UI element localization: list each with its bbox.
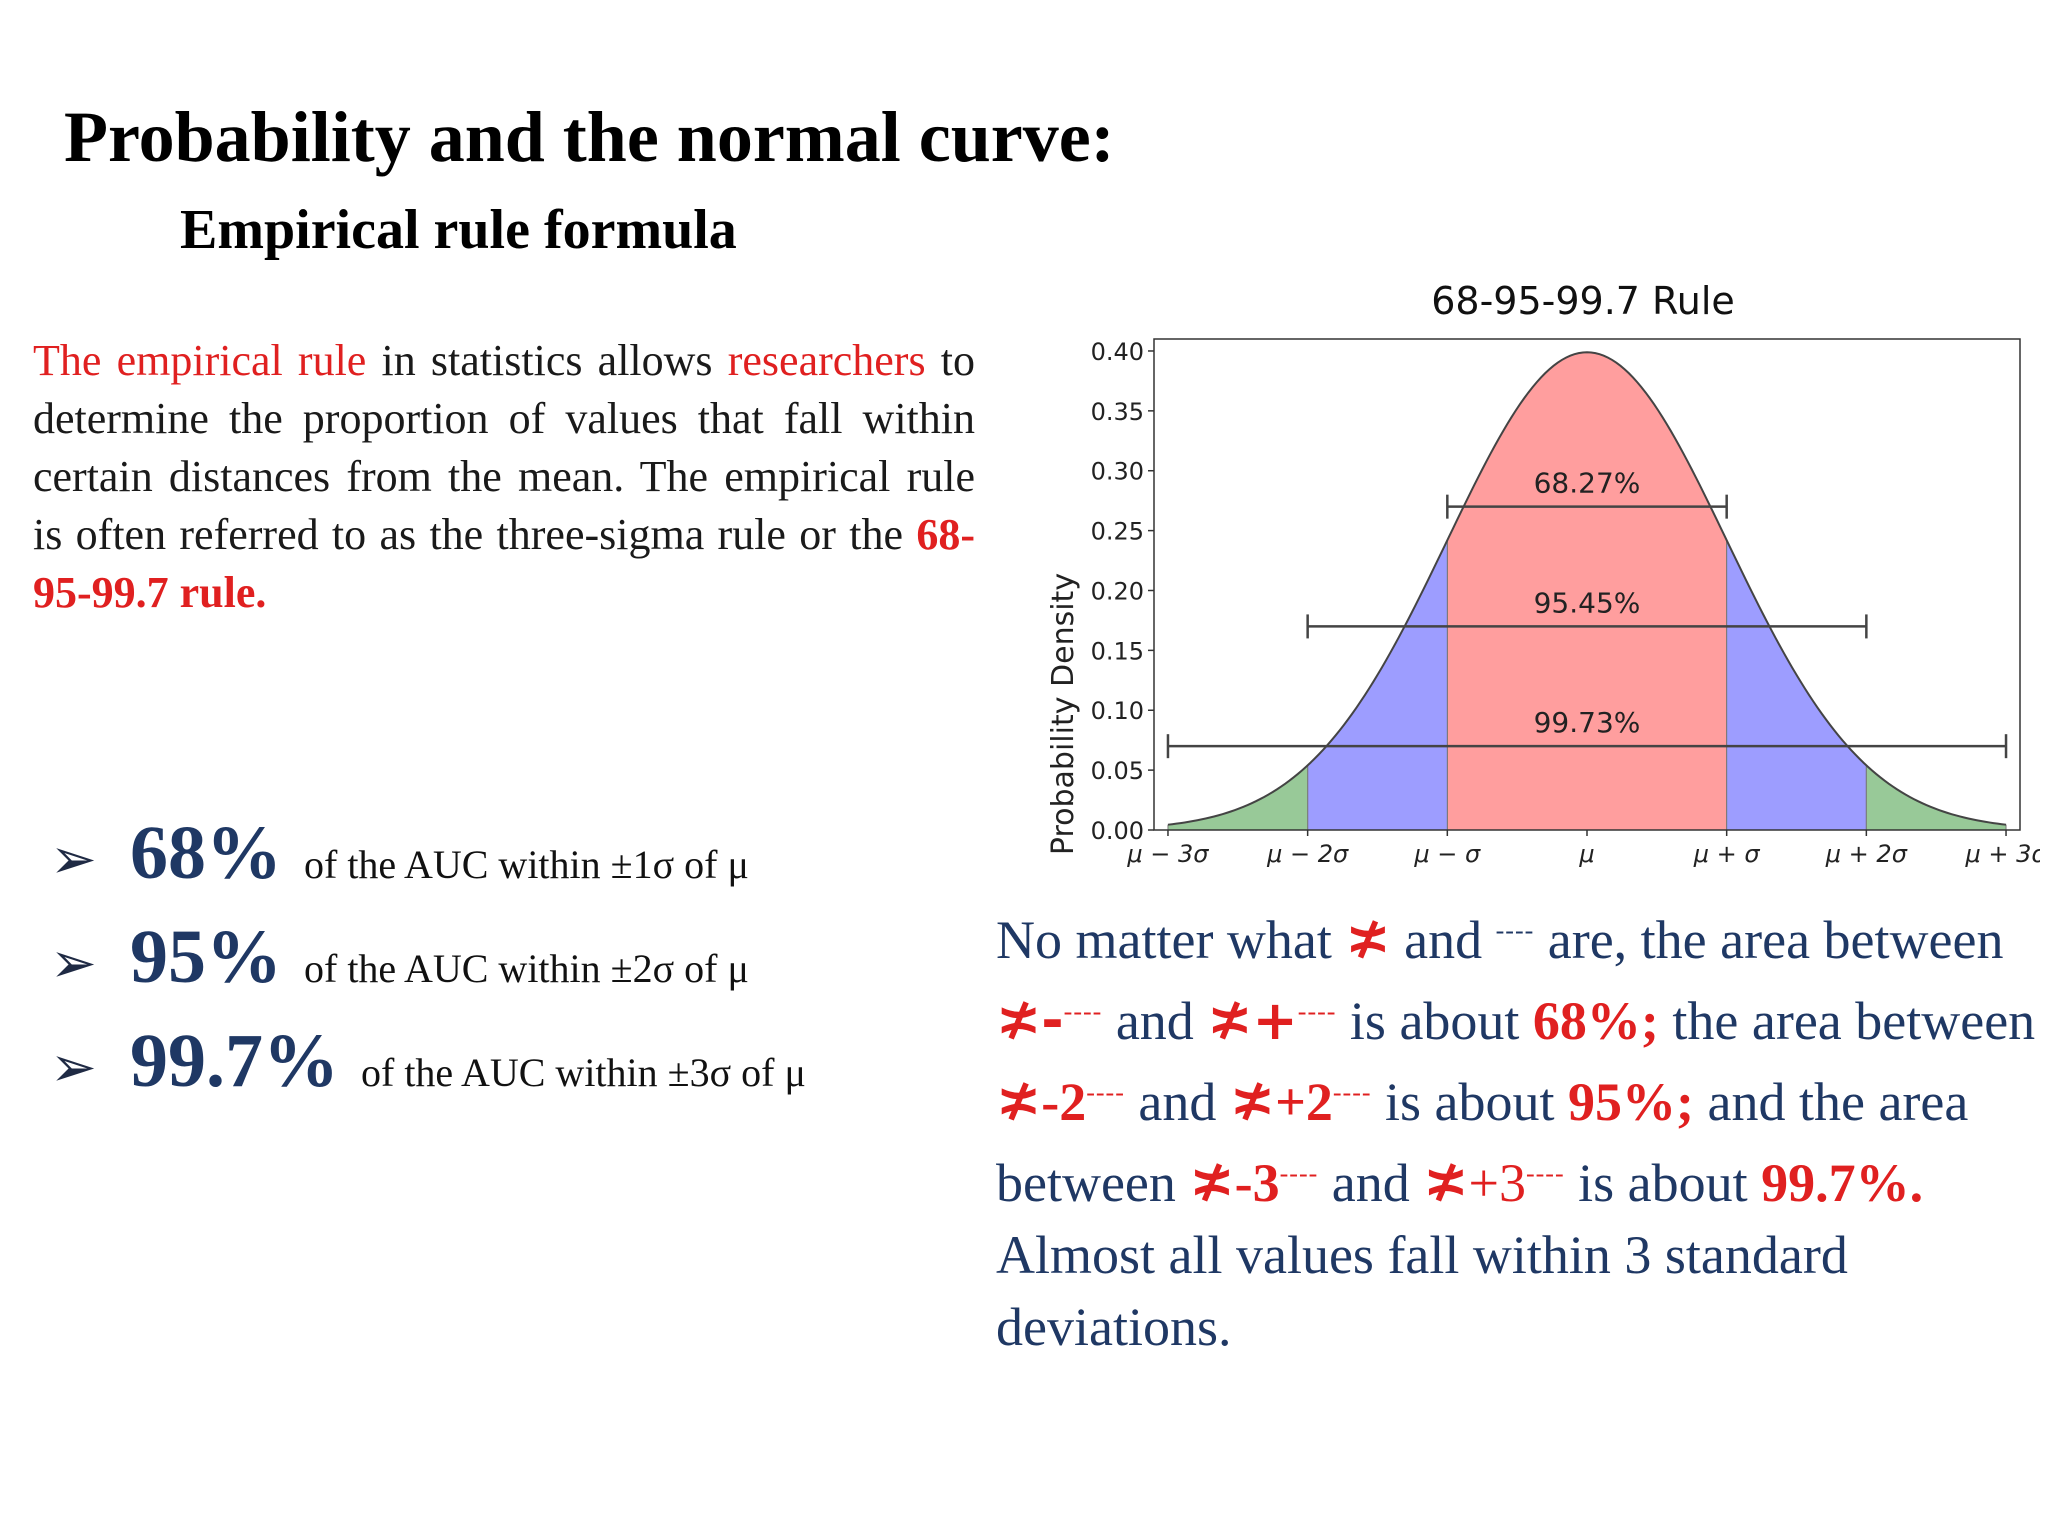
bullet-item: ➢ 68% of the AUC within ±1σ of μ — [50, 810, 950, 914]
x-tick-label: μ − 3σ — [1126, 840, 1209, 868]
intro-term-68-95-99-rule: 68-95-99.7 rule. — [33, 510, 975, 617]
sigma-placeholder: ---- — [1495, 916, 1535, 945]
arrow-bullet-icon: ➢ — [50, 827, 97, 892]
mu-symbol: ≭ — [1423, 1151, 1469, 1214]
mu-symbol: ≭ — [1189, 1151, 1235, 1214]
mu-symbol: ≭ — [1229, 1070, 1276, 1133]
x-tick-label: μ — [1578, 840, 1594, 868]
arrow-bullet-icon: ➢ — [50, 1035, 97, 1100]
y-tick-label: 0.00 — [1091, 817, 1144, 845]
band-area — [1866, 765, 2007, 830]
percent-95: 95%; — [1568, 1072, 1694, 1132]
plus-sign: + — [1252, 989, 1298, 1052]
bullet-text: of the AUC within ±1σ of μ — [304, 842, 749, 887]
bullet-list: ➢ 68% of the AUC within ±1σ of μ ➢ 95% o… — [50, 810, 950, 1122]
explanation-text: Almost all values fall within 3 standard… — [996, 1225, 1848, 1357]
slide-title: Probability and the normal curve: — [64, 97, 1115, 177]
minus-three: -3 — [1234, 1153, 1280, 1213]
axes: 0.00 0.05 0.10 0.15 0.20 0.25 0.30 0.35 0.40 μ − … — [1091, 338, 2040, 868]
explanation-text: and — [1102, 991, 1208, 1051]
x-tick-label: μ + σ — [1693, 840, 1761, 868]
normal-curve-chart: 68-95-99.7 Rule Probability Density 68.2… — [1046, 284, 2040, 868]
explanation-text: No matter what — [996, 910, 1346, 970]
intro-text-1: in statistics allows — [366, 336, 728, 385]
interval-label: 99.73% — [1534, 706, 1641, 739]
bullet-item: ➢ 99.7% of the AUC within ±3σ of μ — [50, 1018, 950, 1122]
interval-label: 68.27% — [1534, 467, 1641, 500]
bullet-text: of the AUC within ±3σ of μ — [361, 1050, 806, 1095]
percent-68: 68%; — [1532, 991, 1659, 1051]
plus-two: +2 — [1275, 1072, 1333, 1132]
minus-sign: - — [1041, 989, 1064, 1052]
bullet-percent: 99.7% — [130, 1019, 339, 1103]
arrow-bullet-icon: ➢ — [50, 931, 97, 996]
percent-99-7: 99.7%. — [1761, 1153, 1924, 1213]
y-tick-label: 0.25 — [1091, 518, 1144, 546]
bullet-percent: 68% — [130, 811, 282, 895]
explanation-text: the area between — [1658, 991, 2036, 1051]
explanation-text: is about — [1336, 991, 1533, 1051]
y-tick-label: 0.35 — [1091, 398, 1144, 426]
plus-three: +3 — [1468, 1153, 1526, 1213]
sigma-placeholder: ---- — [1279, 1159, 1319, 1188]
intro-text-2: to determine the proportion of values th… — [33, 336, 976, 559]
band-area — [1167, 765, 1308, 830]
y-tick-label: 0.10 — [1091, 697, 1144, 725]
y-tick-label: 0.05 — [1091, 757, 1144, 785]
sigma-placeholder: ---- — [1086, 1078, 1125, 1107]
sigma-placeholder: ---- — [1525, 1159, 1565, 1188]
x-tick-label: μ − 2σ — [1266, 840, 1349, 868]
y-tick-label: 0.30 — [1091, 458, 1144, 486]
explanation-text: and — [1124, 1072, 1230, 1132]
sigma-placeholder: ---- — [1297, 997, 1337, 1026]
mu-symbol: ≭ — [1207, 989, 1253, 1052]
density-line — [1167, 351, 2007, 826]
y-axis-label: Probability Density — [1046, 573, 1081, 855]
explanation-text: and — [1318, 1153, 1424, 1213]
intro-term-empirical-rule: The empirical rule — [33, 336, 367, 385]
chart-title: 68-95-99.7 Rule — [1431, 284, 1735, 323]
x-tick-label: μ + 3σ — [1964, 840, 2040, 868]
slide-subtitle: Empirical rule formula — [180, 199, 737, 261]
bullet-text: of the AUC within ±2σ of μ — [304, 946, 749, 991]
explanation-text: is about — [1371, 1072, 1569, 1132]
bullet-percent: 95% — [130, 915, 282, 999]
x-tick-label: μ + 2σ — [1825, 840, 1908, 868]
explanation-text: and the area between — [996, 1072, 1969, 1213]
mu-symbol: ≭ — [996, 989, 1042, 1052]
band-area — [1447, 352, 1727, 830]
intro-term-researchers: researchers — [727, 336, 926, 385]
y-tick-label: 0.40 — [1091, 338, 1144, 366]
x-tick-label: μ − σ — [1413, 840, 1481, 868]
mu-symbol: ≭ — [996, 1070, 1042, 1133]
interval-bars: 68.27% 95.45% 99.73% — [1166, 467, 2008, 759]
interval-label: 95.45% — [1534, 586, 1641, 619]
density-curve — [1167, 351, 2007, 826]
intro-paragraph: The empirical rule in statistics allows … — [33, 332, 975, 622]
sigma-placeholder: ---- — [1063, 997, 1103, 1026]
mu-symbol: ≭ — [1345, 908, 1391, 971]
explanation-paragraph: No matter what ≭ and ---- are, the area … — [996, 895, 2036, 1363]
y-tick-label: 0.15 — [1091, 637, 1144, 665]
bullet-item: ➢ 95% of the AUC within ±2σ of μ — [50, 914, 950, 1018]
y-tick-label: 0.20 — [1091, 577, 1144, 605]
explanation-text: and — [1390, 910, 1496, 970]
explanation-text: are, the area between — [1534, 910, 2004, 970]
minus-two: -2 — [1041, 1072, 1087, 1132]
sigma-placeholder: ---- — [1332, 1078, 1372, 1107]
explanation-text: is about — [1564, 1153, 1762, 1213]
